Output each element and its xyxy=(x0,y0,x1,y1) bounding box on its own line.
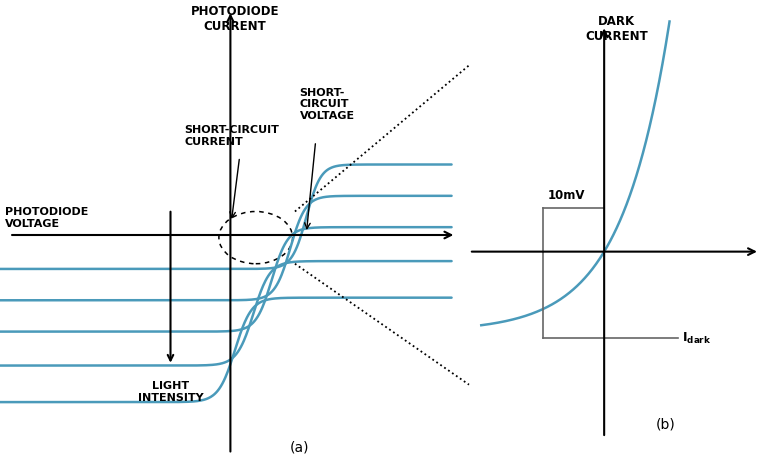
Text: DARK
CURRENT: DARK CURRENT xyxy=(585,16,648,43)
Text: 10mV: 10mV xyxy=(548,189,585,202)
Text: LIGHT
INTENSITY: LIGHT INTENSITY xyxy=(137,381,204,403)
Text: SHORT-CIRCUIT
CURRENT: SHORT-CIRCUIT CURRENT xyxy=(184,125,280,147)
Text: (a): (a) xyxy=(290,440,310,454)
Text: PHOTODIODE
CURRENT: PHOTODIODE CURRENT xyxy=(190,5,280,33)
Text: $\mathbf{I_{dark}}$: $\mathbf{I_{dark}}$ xyxy=(682,330,711,345)
Text: SHORT-
CIRCUIT
VOLTAGE: SHORT- CIRCUIT VOLTAGE xyxy=(300,88,355,121)
Text: (b): (b) xyxy=(656,417,676,431)
Text: PHOTODIODE
VOLTAGE: PHOTODIODE VOLTAGE xyxy=(5,207,88,229)
